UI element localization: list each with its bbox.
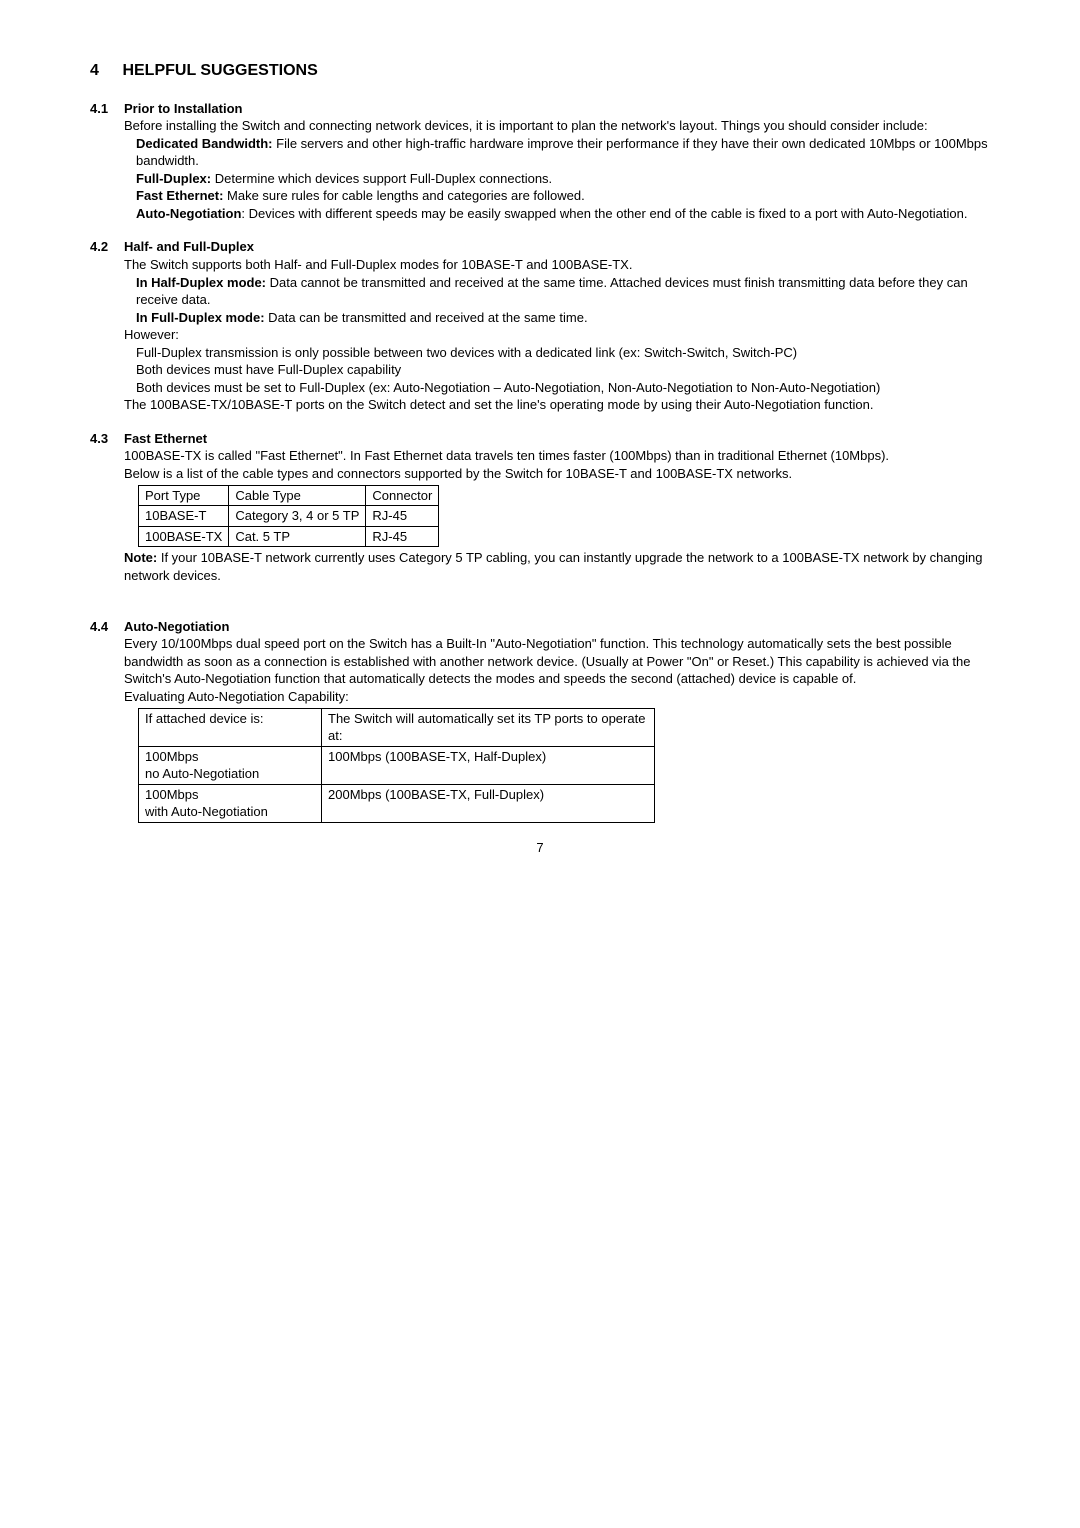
item-text: Make sure rules for cable lengths and ca…: [223, 188, 584, 203]
heading-title: HELPFUL SUGGESTIONS: [122, 62, 317, 79]
item-label: In Half-Duplex mode:: [136, 275, 266, 290]
subsection-number: 4.4: [90, 618, 124, 636]
table-cell: 100Mbps (100BASE-TX, Half-Duplex): [322, 746, 655, 784]
table-row: 100Mbps no Auto-Negotiation 100Mbps (100B…: [139, 746, 655, 784]
however-list: Full-Duplex transmission is only possibl…: [136, 344, 990, 397]
subsection-title: Prior to Installation: [124, 101, 242, 116]
subsection-number: 4.3: [90, 430, 124, 448]
list-item: Auto-Negotiation: Devices with different…: [136, 205, 990, 223]
table-cell: Connector: [366, 485, 439, 506]
table-cell: Cat. 5 TP: [229, 526, 366, 547]
item-text: Determine which devices support Full-Dup…: [211, 171, 552, 186]
section-body: Before installing the Switch and connect…: [124, 117, 990, 222]
table-cell: RJ-45: [366, 526, 439, 547]
list-item: Both devices must have Full-Duplex capab…: [136, 361, 990, 379]
tail-text: The 100BASE-TX/10BASE-T ports on the Swi…: [124, 396, 990, 414]
body-text: 100BASE-TX is called "Fast Ethernet". In…: [124, 447, 990, 465]
subsection-number: 4.2: [90, 238, 124, 256]
list-item: In Half-Duplex mode: Data cannot be tran…: [136, 274, 990, 309]
subsection-title: Half- and Full-Duplex: [124, 239, 254, 254]
cell-line: no Auto-Negotiation: [145, 766, 259, 781]
table-row: 100BASE-TX Cat. 5 TP RJ-45: [139, 526, 439, 547]
section-body: The Switch supports both Half- and Full-…: [124, 256, 990, 414]
subsection-header: 4.2Half- and Full-Duplex: [90, 238, 990, 256]
section-4-1: 4.1Prior to Installation Before installi…: [90, 100, 990, 223]
document-page: 4 HELPFUL SUGGESTIONS 4.1Prior to Instal…: [90, 60, 990, 856]
table-row: Port Type Cable Type Connector: [139, 485, 439, 506]
table-cell: RJ-45: [366, 506, 439, 527]
table-cell: 100BASE-TX: [139, 526, 229, 547]
body-text: The Switch supports both Half- and Full-…: [124, 256, 990, 274]
table-cell: 10BASE-T: [139, 506, 229, 527]
list-item: Full-Duplex transmission is only possibl…: [136, 344, 990, 362]
list-item: Fast Ethernet: Make sure rules for cable…: [136, 187, 990, 205]
main-heading: 4 HELPFUL SUGGESTIONS: [90, 60, 990, 82]
body-text: Below is a list of the cable types and c…: [124, 465, 990, 483]
intro-text: Before installing the Switch and connect…: [124, 117, 990, 135]
list-item: Dedicated Bandwidth: File servers and ot…: [136, 135, 990, 170]
page-number: 7: [90, 839, 990, 857]
list-item: Full-Duplex: Determine which devices sup…: [136, 170, 990, 188]
list-item: In Full-Duplex mode: Data can be transmi…: [136, 309, 990, 327]
subsection-title: Fast Ethernet: [124, 431, 207, 446]
table-cell: Cable Type: [229, 485, 366, 506]
cell-line: with Auto-Negotiation: [145, 804, 268, 819]
heading-number: 4: [90, 60, 118, 82]
cell-line: 100Mbps: [145, 787, 198, 802]
table-cell: Port Type: [139, 485, 229, 506]
subsection-title: Auto-Negotiation: [124, 619, 229, 634]
cell-line: 100Mbps: [145, 749, 198, 764]
item-text: Data can be transmitted and received at …: [265, 310, 588, 325]
item-text: : Devices with different speeds may be e…: [241, 206, 967, 221]
subsection-number: 4.1: [90, 100, 124, 118]
table-row: 100Mbps with Auto-Negotiation 200Mbps (10…: [139, 784, 655, 822]
item-label: Auto-Negotiation: [136, 206, 241, 221]
table-cell: The Switch will automatically set its TP…: [322, 708, 655, 746]
mode-list: In Half-Duplex mode: Data cannot be tran…: [136, 274, 990, 327]
item-label: In Full-Duplex mode:: [136, 310, 265, 325]
item-label: Full-Duplex:: [136, 171, 211, 186]
note-text: Note: If your 10BASE-T network currently…: [124, 549, 990, 584]
table-row: 10BASE-T Category 3, 4 or 5 TP RJ-45: [139, 506, 439, 527]
section-4-4: 4.4Auto-Negotiation Every 10/100Mbps dua…: [90, 618, 990, 823]
item-label: Fast Ethernet:: [136, 188, 223, 203]
negotiation-table: If attached device is: The Switch will a…: [138, 708, 655, 823]
section-body: 100BASE-TX is called "Fast Ethernet". In…: [124, 447, 990, 584]
item-list: Dedicated Bandwidth: File servers and ot…: [136, 135, 990, 223]
table-cell: 100Mbps no Auto-Negotiation: [139, 746, 322, 784]
note-label: Note:: [124, 550, 157, 565]
table-row: If attached device is: The Switch will a…: [139, 708, 655, 746]
table-cell: 200Mbps (100BASE-TX, Full-Duplex): [322, 784, 655, 822]
subsection-header: 4.3Fast Ethernet: [90, 430, 990, 448]
subsection-header: 4.4Auto-Negotiation: [90, 618, 990, 636]
cable-table: Port Type Cable Type Connector 10BASE-T …: [138, 485, 439, 548]
however-label: However:: [124, 326, 990, 344]
section-4-2: 4.2Half- and Full-Duplex The Switch supp…: [90, 238, 990, 413]
body-text: Evaluating Auto-Negotiation Capability:: [124, 688, 990, 706]
body-text: Every 10/100Mbps dual speed port on the …: [124, 635, 990, 688]
section-4-3: 4.3Fast Ethernet 100BASE-TX is called "F…: [90, 430, 990, 584]
subsection-header: 4.1Prior to Installation: [90, 100, 990, 118]
table-cell: 100Mbps with Auto-Negotiation: [139, 784, 322, 822]
table-cell: If attached device is:: [139, 708, 322, 746]
section-body: Every 10/100Mbps dual speed port on the …: [124, 635, 990, 822]
item-label: Dedicated Bandwidth:: [136, 136, 273, 151]
list-item: Both devices must be set to Full-Duplex …: [136, 379, 990, 397]
table-cell: Category 3, 4 or 5 TP: [229, 506, 366, 527]
note-body: If your 10BASE-T network currently uses …: [124, 550, 982, 583]
